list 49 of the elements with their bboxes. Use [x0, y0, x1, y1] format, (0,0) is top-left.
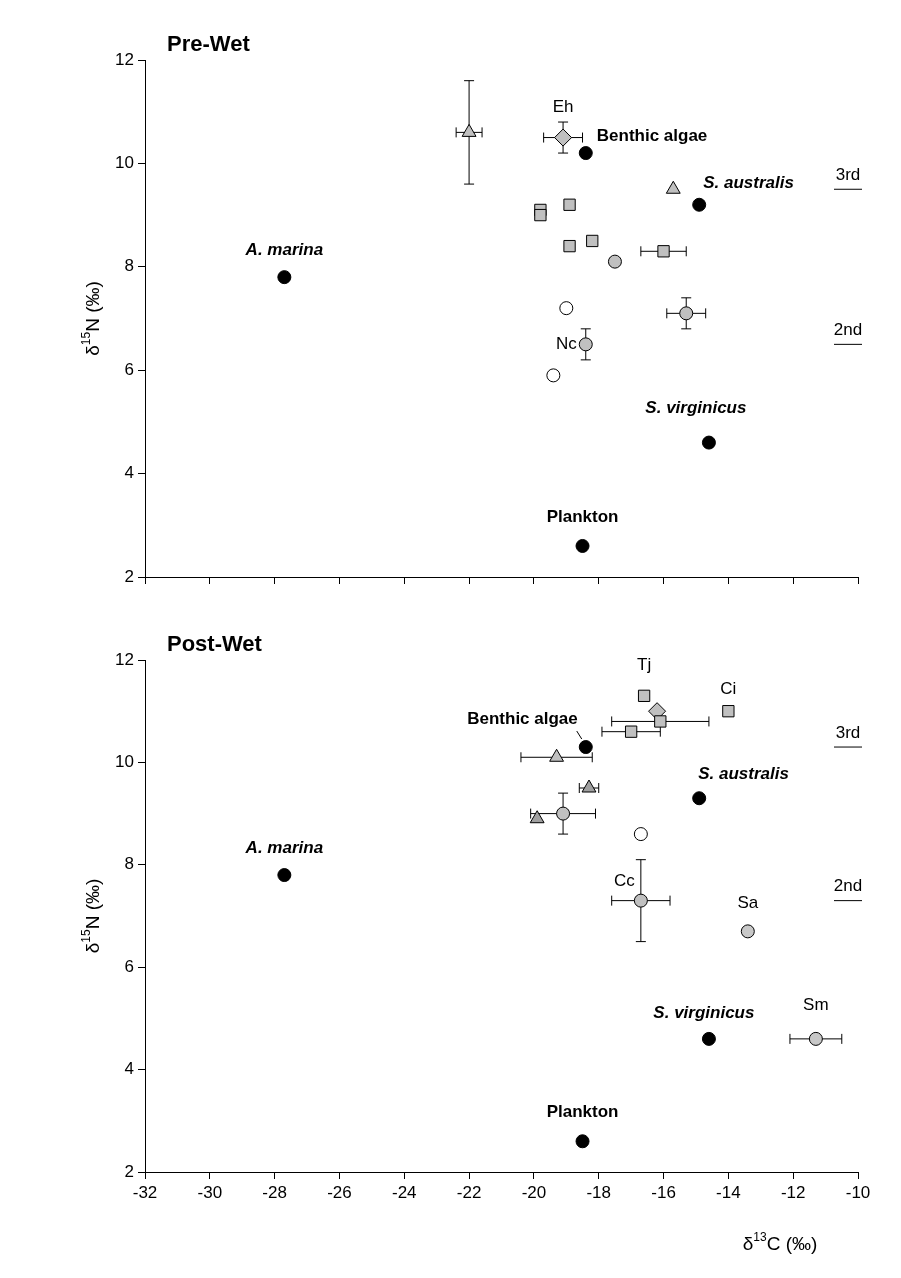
chart-title: Post-Wet — [167, 631, 263, 657]
annotation: Benthic algae — [467, 708, 578, 728]
annotation: Benthic algae — [596, 125, 708, 145]
annotation: Eh — [552, 97, 574, 117]
ref-line-label: 3rd — [835, 722, 861, 742]
y-tick-label: 10 — [115, 153, 134, 173]
y-tick-label: 8 — [124, 256, 134, 276]
annotation: S. australis — [703, 173, 794, 193]
x-tick-label: -24 — [391, 1182, 417, 1202]
ref-line-label: 2nd — [833, 320, 863, 340]
x-tick-label: -14 — [716, 1182, 741, 1202]
chart-title: Pre-Wet — [167, 31, 251, 57]
annotation: Plankton — [546, 506, 619, 526]
annotation: Nc — [555, 334, 578, 354]
annotation: S. virginicus — [653, 1002, 755, 1022]
y-tick-label: 4 — [124, 463, 134, 483]
x-tick-label: -12 — [780, 1182, 806, 1202]
annotation: Ci — [720, 678, 737, 698]
y-tick-label: 2 — [124, 1161, 134, 1181]
x-tick-label: -28 — [262, 1182, 287, 1202]
y-tick-label: 4 — [124, 1059, 134, 1079]
y-tick-label: 6 — [124, 956, 134, 976]
x-tick-label: -26 — [327, 1182, 352, 1202]
y-axis-title: δ15N (‰) — [79, 878, 104, 954]
y-tick-label: 6 — [124, 359, 134, 379]
ref-line-label: 3rd — [835, 164, 861, 184]
annotation: S. australis — [698, 763, 789, 783]
annotation: A. marina — [244, 837, 324, 857]
y-axis-title: δ15N (‰) — [79, 281, 104, 356]
y-tick-label: 2 — [124, 566, 134, 586]
x-tick-label: -18 — [586, 1182, 612, 1202]
x-tick-label: -20 — [521, 1182, 547, 1202]
x-tick-label: -30 — [197, 1182, 223, 1202]
annotation: Sa — [737, 893, 759, 913]
x-tick-label: -16 — [651, 1182, 676, 1202]
annotation: Plankton — [546, 1101, 619, 1121]
y-tick-label: 12 — [115, 649, 134, 669]
x-tick-label: -10 — [845, 1182, 871, 1202]
y-tick-label: 12 — [115, 49, 134, 69]
y-tick-label: 10 — [115, 752, 134, 772]
annotation: Cc — [614, 871, 636, 891]
x-tick-label: -22 — [456, 1182, 482, 1202]
annotation: Tj — [637, 654, 652, 674]
y-tick-label: 8 — [124, 854, 134, 874]
x-tick-label: -32 — [132, 1182, 158, 1202]
annotation: S. virginicus — [645, 398, 747, 418]
annotation: A. marina — [244, 239, 324, 259]
annotation: Sm — [803, 994, 829, 1014]
ref-line-label: 2nd — [833, 876, 863, 896]
